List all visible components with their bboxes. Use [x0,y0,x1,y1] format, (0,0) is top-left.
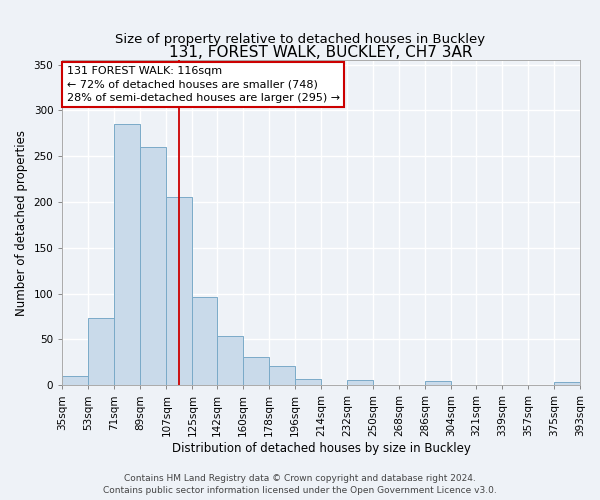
Bar [193,298,217,386]
Bar [243,357,269,386]
Text: 131 FOREST WALK: 116sqm
← 72% of detached houses are smaller (748)
28% of semi-d: 131 FOREST WALK: 116sqm ← 72% of detache… [67,66,340,103]
Bar [115,124,140,386]
Bar [554,382,580,386]
Bar [62,376,88,386]
X-axis label: Distribution of detached houses by size in Buckley: Distribution of detached houses by size … [172,442,470,455]
Bar [217,336,243,386]
Text: Size of property relative to detached houses in Buckley: Size of property relative to detached ho… [115,32,485,46]
Bar [269,366,295,386]
Bar [425,380,451,386]
Bar [347,380,373,386]
Bar [166,198,193,386]
Text: Contains HM Land Registry data © Crown copyright and database right 2024.
Contai: Contains HM Land Registry data © Crown c… [103,474,497,495]
Title: 131, FOREST WALK, BUCKLEY, CH7 3AR: 131, FOREST WALK, BUCKLEY, CH7 3AR [169,45,473,60]
Y-axis label: Number of detached properties: Number of detached properties [15,130,28,316]
Bar [88,318,115,386]
Bar [140,147,166,386]
Bar [295,379,321,386]
